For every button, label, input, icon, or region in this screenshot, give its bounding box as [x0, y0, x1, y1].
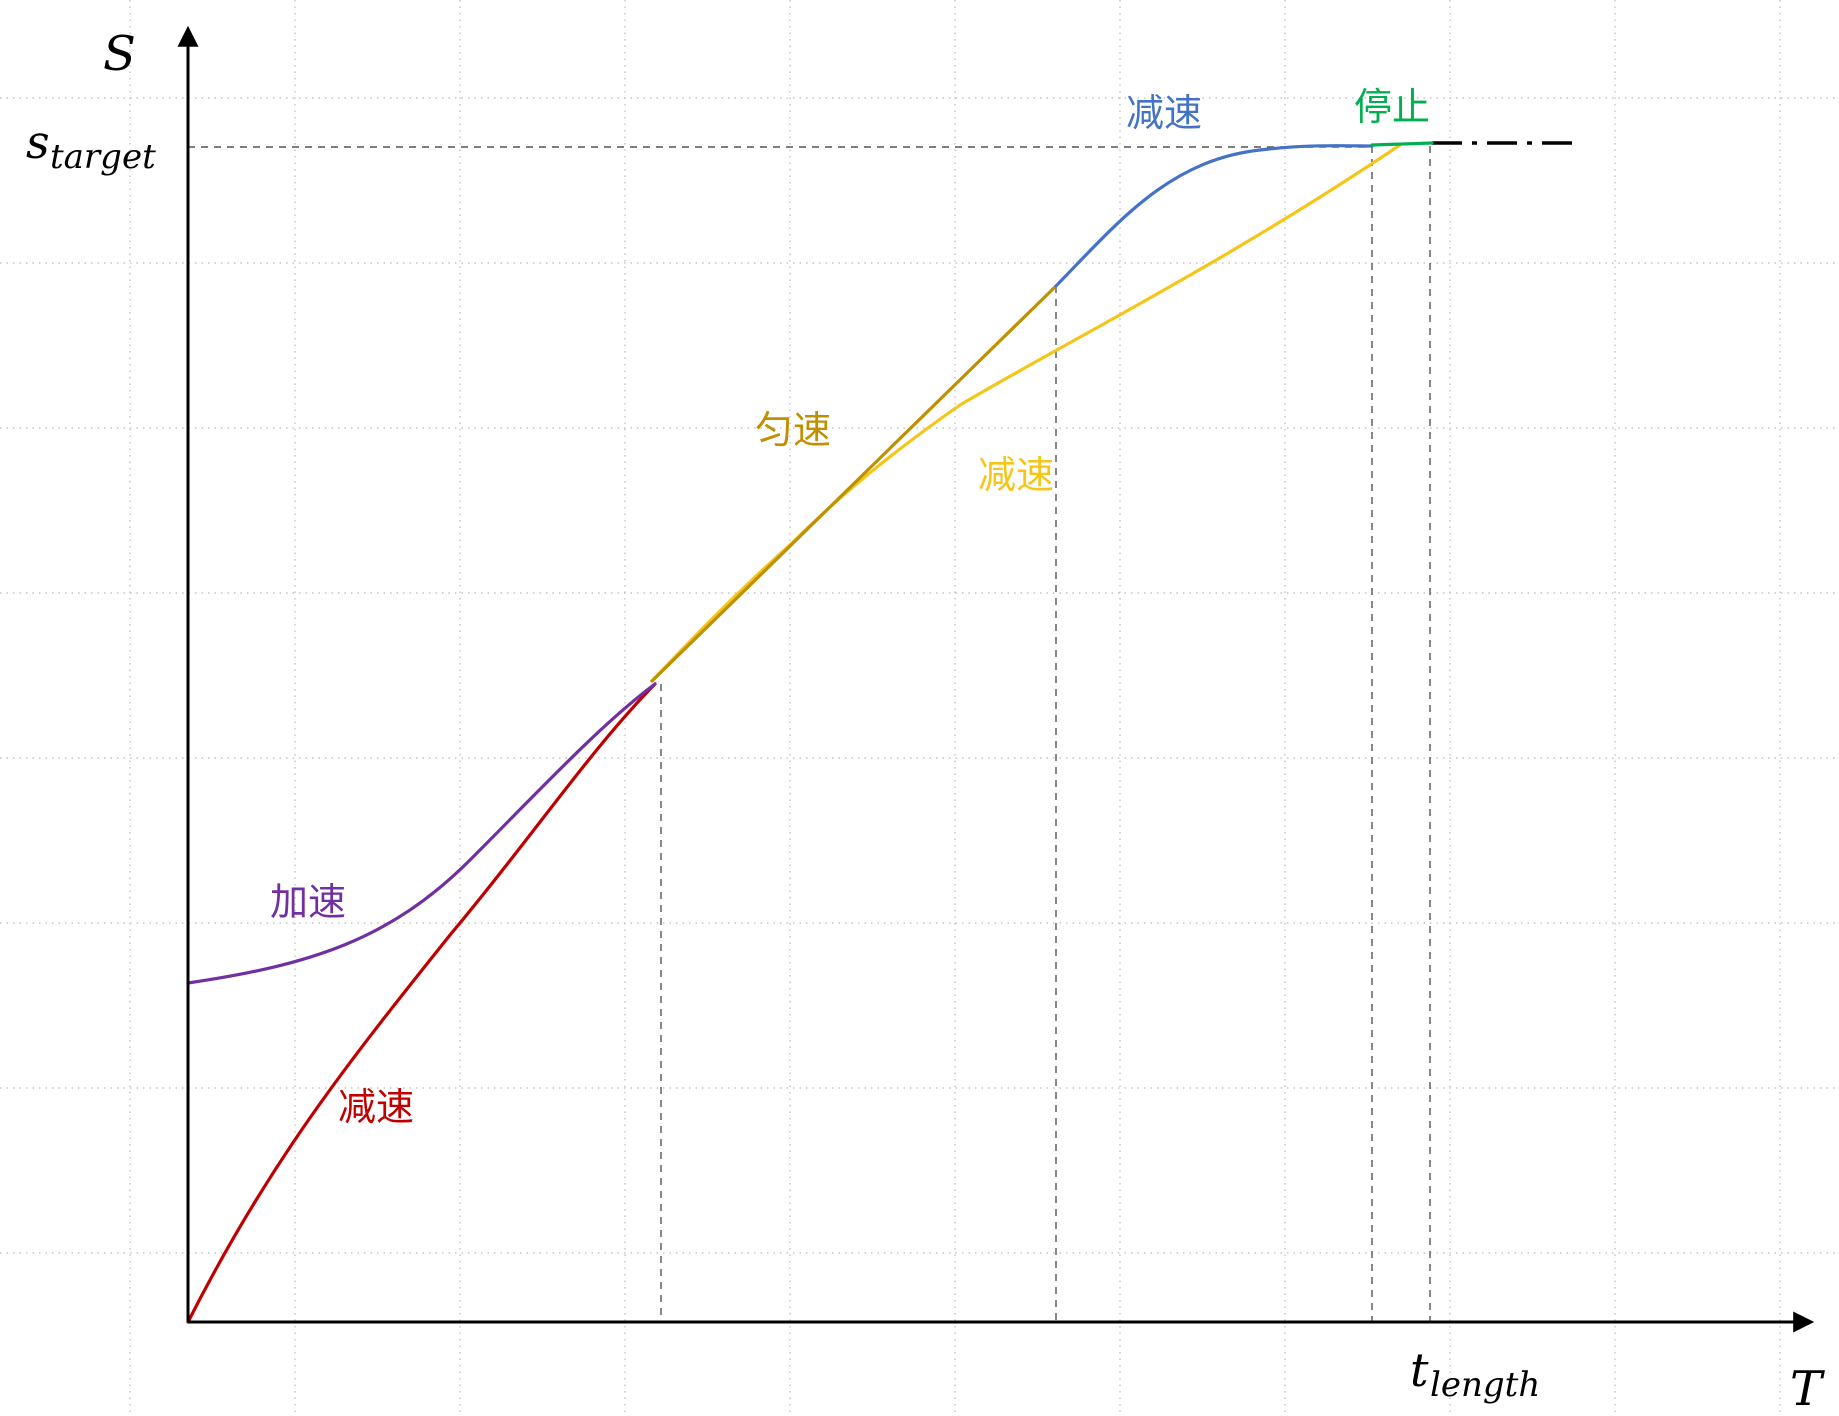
yellow-decel-label: 减速	[978, 453, 1054, 497]
s-target-label: s target	[26, 115, 156, 177]
accel-label: 加速	[270, 880, 346, 924]
s-target-subscript: target	[50, 137, 156, 177]
red-decel-curve	[186, 682, 657, 1324]
blue-decel-curve	[1054, 144, 1374, 288]
profile-curves	[186, 141, 1434, 1324]
green-stop-segment	[1370, 141, 1434, 147]
t-length-label: t length	[1410, 1343, 1540, 1405]
stop-label: 停止	[1354, 85, 1430, 129]
t-length-subscript: length	[1430, 1365, 1540, 1405]
blue-decel-label: 减速	[1126, 91, 1202, 135]
uniform-label: 匀速	[755, 408, 831, 452]
t-length-main: t	[1410, 1343, 1429, 1397]
olive-uniform-curve	[650, 284, 1058, 683]
red-decel-label: 减速	[338, 1085, 414, 1129]
yellow-decel-curve	[650, 143, 1402, 683]
time-guides	[660, 146, 1431, 1322]
y-axis-label: S	[103, 26, 136, 82]
purple-accel-curve	[186, 682, 657, 985]
s-target-main: s	[26, 115, 50, 169]
x-axis-label: T	[1790, 1361, 1825, 1416]
